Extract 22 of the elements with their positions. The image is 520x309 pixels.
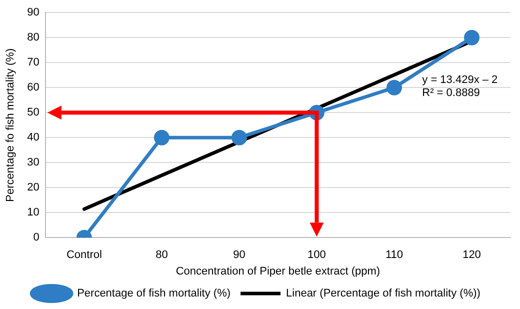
y-tick-label: 80 (27, 32, 40, 44)
y-tick-label: 10 (27, 206, 40, 219)
annotation: y = 13.429x – 2 (422, 74, 498, 86)
y-axis-title: Percentage fo fish mortality (%) (4, 48, 17, 202)
x-tick-label: 90 (233, 249, 246, 262)
legend-label: Linear (Percentage of fish mortality (%)) (286, 288, 480, 300)
y-tick-label: 50 (27, 106, 40, 119)
x-tick-label: 100 (308, 249, 326, 262)
annotation: R² = 0.8889 (422, 87, 480, 100)
x-tick-label: 110 (385, 249, 404, 262)
y-tick-label: 20 (27, 182, 40, 194)
y-tick-label: 0 (33, 232, 40, 244)
y-tick-label: 70 (27, 56, 40, 69)
x-axis-title: Concentration of Piper betle extract (ppm) (176, 265, 380, 278)
x-tick-label: 80 (156, 249, 168, 262)
y-tick-label: 30 (27, 156, 40, 169)
y-tick-label: 60 (27, 82, 40, 94)
legend-label: Percentage of fish mortality (%) (77, 288, 231, 300)
x-tick-label: 120 (462, 249, 481, 262)
y-tick-label: 40 (27, 132, 40, 144)
x-tick-label: Control (66, 249, 102, 262)
y-tick-label: 90 (27, 6, 40, 19)
